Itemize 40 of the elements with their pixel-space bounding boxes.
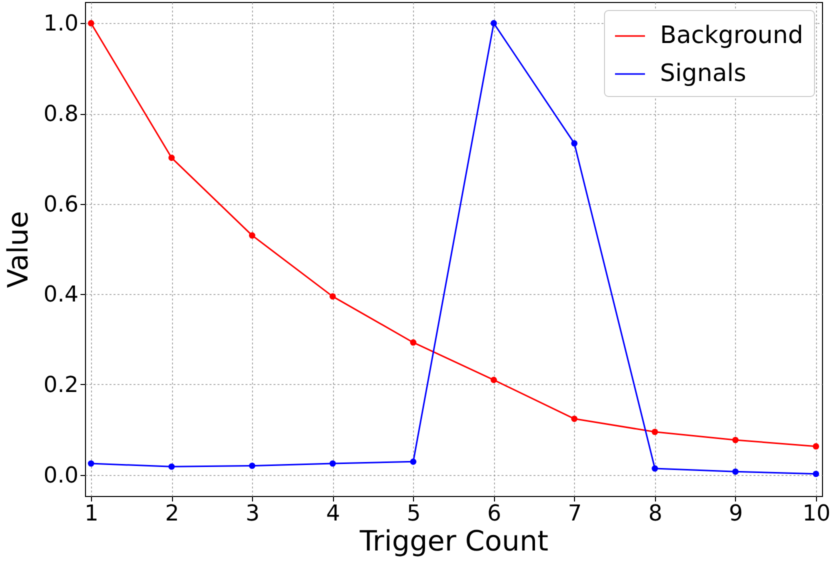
point (330, 293, 336, 300)
legend-label: Background (660, 21, 804, 49)
y-axis-title: Value (2, 211, 35, 288)
point (812, 443, 820, 450)
x-tick-label: 7 (568, 502, 582, 526)
point (410, 458, 416, 465)
x-tick-label: 8 (648, 502, 662, 526)
x-tick-label: 6 (487, 502, 502, 526)
point (410, 339, 416, 346)
point (490, 20, 497, 26)
point (330, 460, 336, 467)
point (248, 462, 256, 469)
y-tick-label: 0.6 (44, 192, 78, 218)
y-tick-label: 0.8 (44, 102, 78, 128)
legend-label: Signals (660, 59, 746, 87)
point (88, 460, 94, 467)
point (571, 416, 578, 422)
point (168, 154, 175, 161)
y-tick-label: 0.4 (44, 282, 78, 308)
x-tick-label: 10 (802, 502, 830, 526)
y-tick-label: 1.0 (44, 12, 78, 37)
x-tick-label: 5 (406, 502, 421, 526)
point (571, 140, 578, 146)
point (490, 376, 497, 384)
point (732, 468, 739, 475)
y-tick-label: 0.0 (44, 463, 78, 488)
point (88, 20, 94, 26)
x-tick-label: 4 (326, 502, 340, 526)
point (652, 428, 658, 436)
point (248, 232, 256, 239)
point (652, 465, 658, 472)
point (812, 470, 820, 478)
point (168, 463, 175, 470)
y-tick-label: 0.2 (44, 372, 78, 398)
x-tick-label: 1 (84, 502, 99, 526)
point (732, 436, 739, 444)
x-axis-title: Trigger Count (358, 524, 548, 558)
x-tick-label: 2 (165, 502, 180, 526)
x-tick-label: 9 (728, 502, 743, 526)
x-tick-label: 3 (246, 502, 260, 526)
